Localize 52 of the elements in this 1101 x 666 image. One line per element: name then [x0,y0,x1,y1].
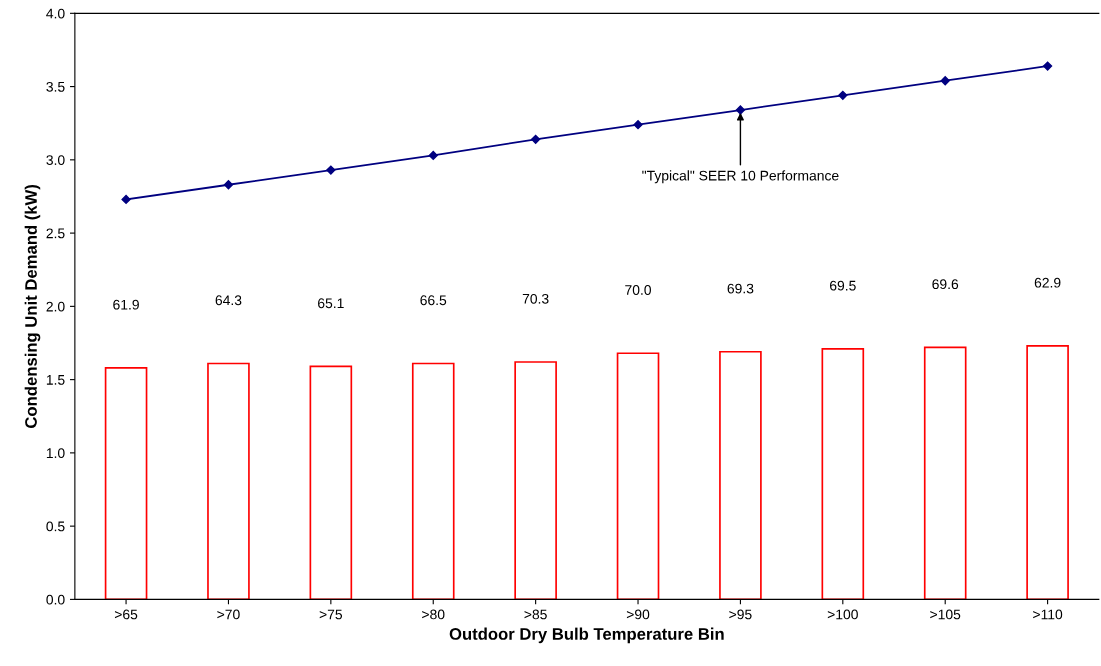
x-tick-label: >75 [319,609,343,620]
bar [104,367,148,600]
x-tick-label: >100 [827,609,858,620]
bar [411,362,455,600]
annotation: 66.5 [420,295,447,306]
bar [207,362,250,600]
annotation: 69.3 [727,283,754,294]
y-tick-label: 3.5 [46,81,65,92]
point [735,105,746,115]
annotation: "Typical" SEER 10 Performance [642,170,839,184]
annotation: 70.3 [522,293,549,304]
y-tick-label: 3.0 [46,155,65,166]
bar [821,348,865,600]
x-tick-label: >110 [1033,609,1063,620]
point [223,180,234,190]
y-tick-label: 4.0 [46,8,65,19]
point [121,194,131,205]
annotation: 70.0 [625,285,651,295]
x-axis-title: Outdoor Dry Bulb Temperature Bin [449,627,724,644]
x-tick-label: >95 [729,609,752,620]
y-tick-label: 0.5 [46,521,65,532]
point [838,90,848,100]
annotation: 69.6 [932,279,959,290]
y-tick-label: 0.0 [46,594,65,605]
bar [719,350,762,600]
point [633,120,643,130]
x-tick-label: >105 [930,609,961,620]
x-tick-label: >90 [626,609,650,620]
y-tick-label: 1.5 [46,375,65,385]
y-tick-label: 2.0 [46,301,65,312]
point [1042,61,1053,71]
bar [1026,345,1069,600]
bar [309,365,353,600]
bar [616,352,660,600]
point [326,165,336,175]
x-tick-label: >65 [114,609,138,620]
annotation: 61.9 [113,299,139,310]
x-tick-label: >70 [217,609,240,620]
y-axis-title: Condensing Unit Demand (kW) [24,184,41,428]
point [428,150,438,161]
bar [514,361,557,600]
annotation: 62.9 [1034,277,1061,288]
y-tick-label: 1.0 [46,448,65,459]
point [531,134,541,144]
y-tick-label: 2.5 [46,228,65,239]
annotation: 64.3 [215,295,242,306]
annotation: 69.5 [830,280,856,291]
x-tick-label: >85 [524,609,547,620]
x-tick-label: >80 [422,609,445,620]
bar [923,346,967,600]
annotation: 65.1 [318,298,344,309]
point [940,76,950,86]
